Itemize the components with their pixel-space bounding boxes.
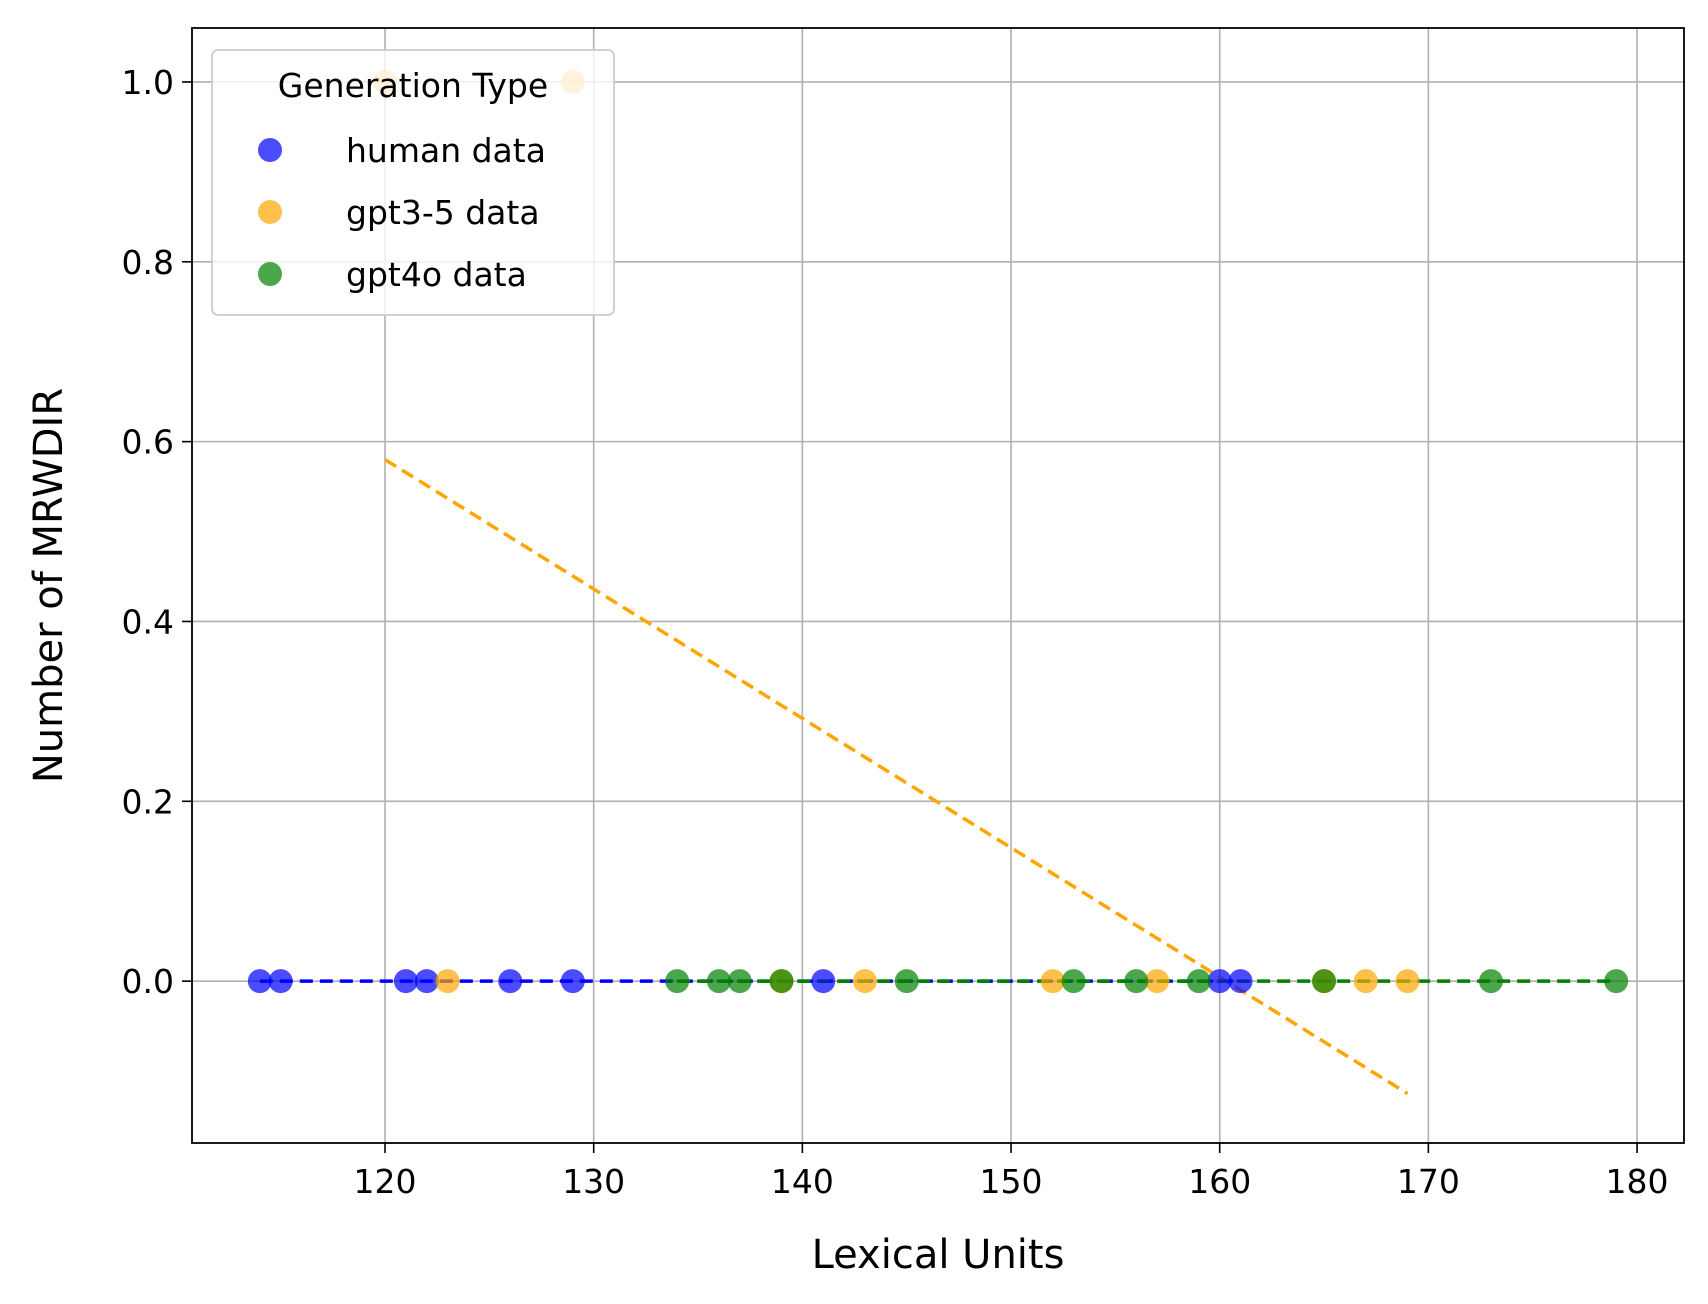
series-points-2 [665, 969, 1629, 994]
x-axis-label: Lexical Units [812, 1232, 1065, 1278]
data-point [393, 969, 418, 994]
data-point [1478, 969, 1503, 994]
legend: Generation Type human data gpt3-5 data gpt… [211, 49, 615, 316]
data-point [498, 969, 523, 994]
data-point [665, 969, 690, 994]
data-point [247, 969, 272, 994]
x-tick-label: 130 [562, 1162, 625, 1201]
data-point [727, 969, 752, 994]
y-tick-label: 1.0 [122, 63, 174, 102]
data-point [560, 969, 585, 994]
data-point [1186, 969, 1211, 994]
data-point [414, 969, 439, 994]
ticks: 120 130 140 150 160 170 180 0.0 0.2 0.4 0.6 0.8 1.0 [122, 63, 1669, 1201]
legend-label: gpt4o data [346, 255, 527, 294]
legend-marker [258, 200, 282, 224]
data-point [852, 969, 877, 994]
data-point [435, 969, 460, 994]
y-tick-label: 0.6 [122, 423, 174, 462]
legend-entries: human data gpt3-5 data gpt4o data [258, 131, 546, 294]
data-point [1604, 969, 1629, 994]
data-point [1353, 969, 1378, 994]
data-point [1061, 969, 1086, 994]
data-point [769, 969, 794, 994]
x-tick-label: 180 [1606, 1162, 1669, 1201]
data-point [894, 969, 919, 994]
data-point [1207, 969, 1232, 994]
data-point [1124, 969, 1149, 994]
plot-frame [191, 27, 1685, 1144]
legend-label: gpt3-5 data [346, 193, 540, 232]
data-point [1312, 969, 1337, 994]
y-tick-label: 0.2 [122, 782, 174, 821]
data-point [706, 969, 731, 994]
data-point [1040, 969, 1065, 994]
legend-marker [258, 262, 282, 286]
data-point [1145, 969, 1170, 994]
legend-marker [258, 138, 282, 162]
data-point [1228, 969, 1253, 994]
x-tick-label: 140 [771, 1162, 834, 1201]
x-tick-label: 120 [354, 1162, 417, 1201]
legend-title: Generation Type [278, 66, 548, 105]
y-tick-label: 0.8 [122, 243, 174, 282]
x-tick-label: 170 [1397, 1162, 1460, 1201]
x-tick-label: 150 [980, 1162, 1043, 1201]
y-axis-label: Number of MRWDIR [26, 388, 72, 783]
x-tick-label: 160 [1188, 1162, 1251, 1201]
data-point [268, 969, 293, 994]
legend-box [211, 49, 615, 316]
series-points-0 [247, 969, 1253, 994]
y-tick-label: 0.0 [122, 962, 174, 1001]
legend-label: human data [346, 131, 546, 170]
y-tick-label: 0.4 [122, 602, 174, 641]
data-point [811, 969, 836, 994]
data-point [1395, 969, 1420, 994]
